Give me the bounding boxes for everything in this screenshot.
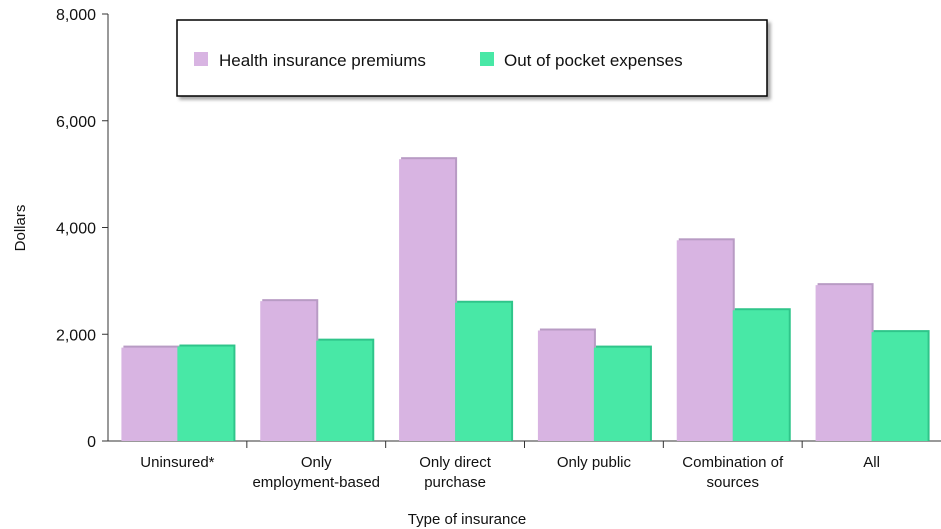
x-tick-label: Only direct <box>419 454 492 471</box>
labels: Uninsured* Only employment-based Only direc… <box>140 454 880 491</box>
x-tick-label: sources <box>706 474 759 491</box>
bar <box>399 159 456 441</box>
bar <box>260 301 317 441</box>
y-tick-label: 2,000 <box>56 327 96 344</box>
bar <box>676 240 733 441</box>
x-tick-label: purchase <box>424 474 486 491</box>
legend-label-premiums: Health insurance premiums <box>219 51 426 70</box>
y-tick-label: 4,000 <box>56 221 96 238</box>
legend-swatch-premiums <box>194 52 208 66</box>
bar <box>121 347 178 441</box>
x-tick-label: Combination of <box>682 454 784 471</box>
legend-box <box>176 19 768 97</box>
bar <box>815 285 872 441</box>
bar <box>177 346 234 441</box>
y-tick-label: 0 <box>87 434 96 451</box>
x-tick-label: Only <box>301 454 332 471</box>
bar <box>732 310 789 441</box>
bars <box>121 157 930 441</box>
x-tick-label: All <box>863 454 880 471</box>
x-tick-label: employment-based <box>252 474 380 491</box>
bar <box>316 340 373 441</box>
y-tick-label: 6,000 <box>56 114 96 131</box>
legend: Health insurance premiums Out of pocket … <box>176 19 768 97</box>
legend-label-out-of-pocket: Out of pocket expenses <box>504 51 683 70</box>
bar <box>455 302 512 441</box>
y-axis-title: Dollars <box>12 205 29 252</box>
x-tick-label: Uninsured* <box>140 454 214 471</box>
bar <box>871 332 928 441</box>
bar <box>593 347 650 441</box>
x-tick-label: Only public <box>557 454 632 471</box>
bar <box>537 330 594 441</box>
axes: 0 2,000 4,000 6,000 8,000 <box>56 7 941 451</box>
x-axis-title: Type of insurance <box>408 511 526 528</box>
y-tick-label: 8,000 <box>56 7 96 24</box>
legend-swatch-out-of-pocket <box>480 52 494 66</box>
